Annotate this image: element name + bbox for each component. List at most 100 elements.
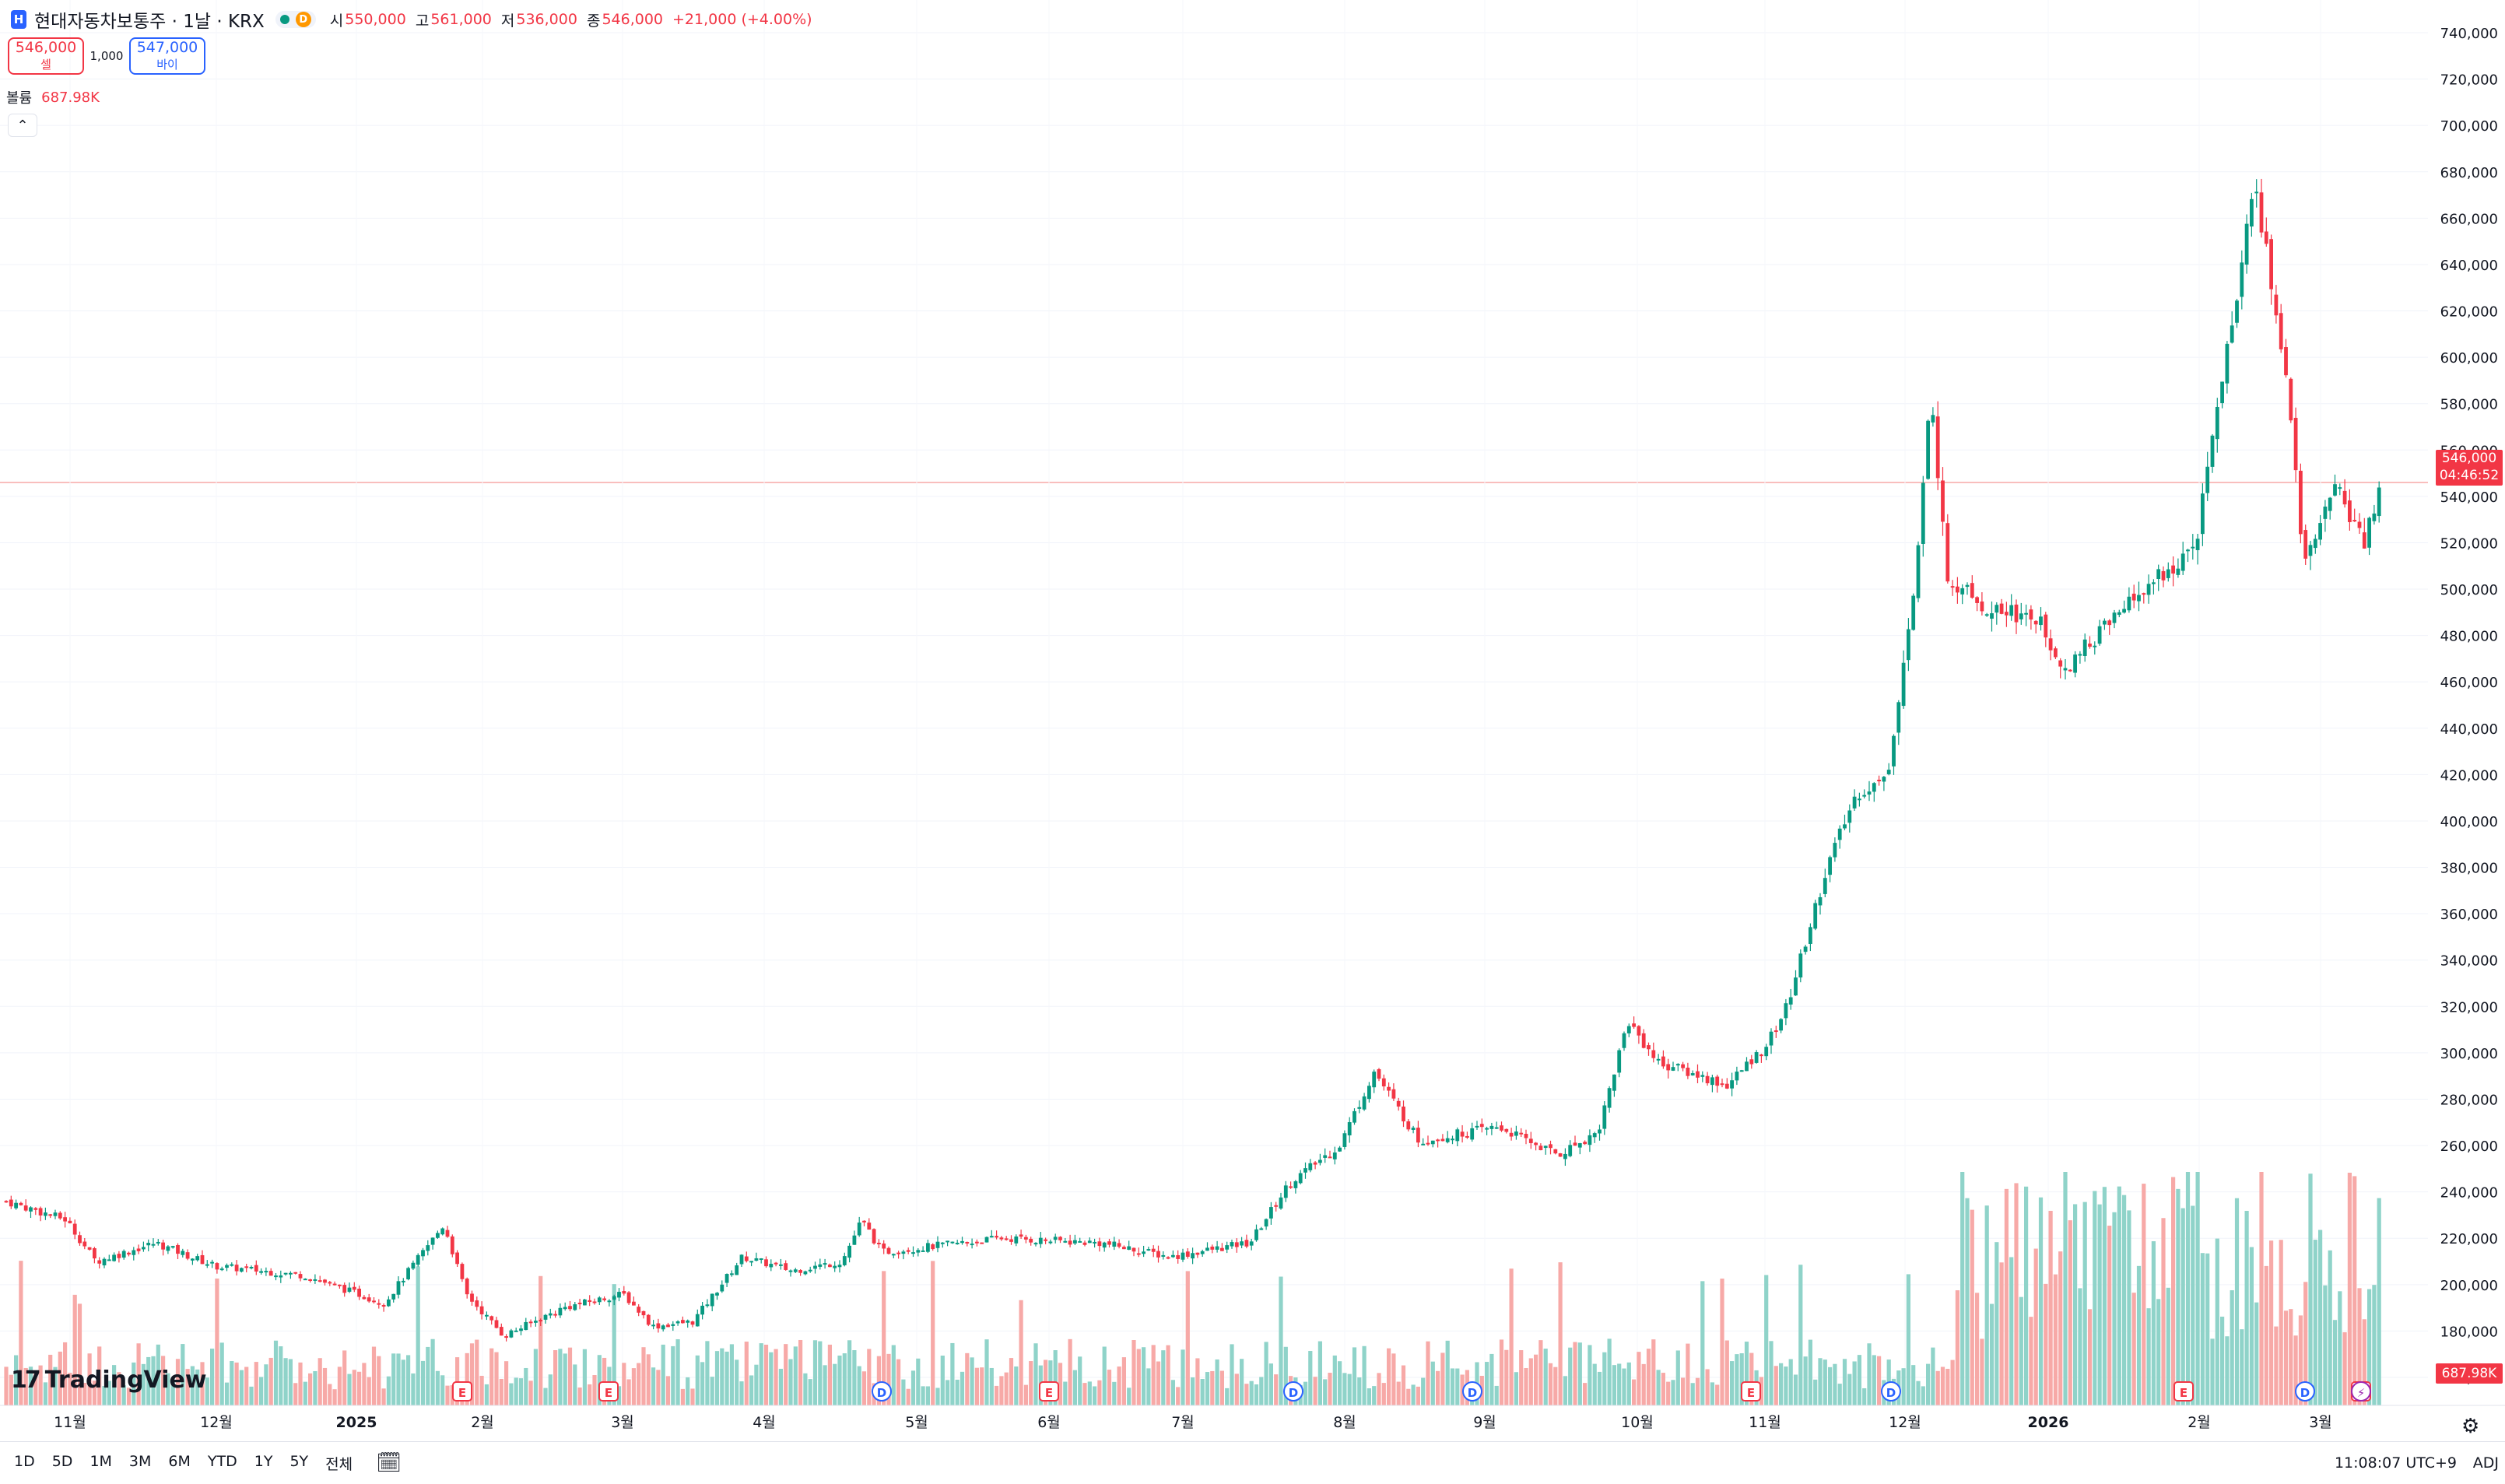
time-tick-label: 12월 xyxy=(1889,1414,1921,1431)
volume-bar xyxy=(1440,1352,1445,1405)
volume-bar xyxy=(2328,1250,2332,1405)
sell-button[interactable]: 546,000 셀 xyxy=(8,37,84,75)
candle-body xyxy=(1381,1078,1386,1087)
earnings-event-icon[interactable]: E xyxy=(598,1381,619,1402)
candle-body xyxy=(156,1241,160,1244)
candlestick-chart[interactable]: EEDEDDEDEDE⚡ 160,000180,000200,000220,00… xyxy=(0,0,2505,1440)
candle-body xyxy=(946,1240,949,1243)
candle-body xyxy=(774,1262,778,1265)
volume-bar xyxy=(2225,1336,2230,1405)
volume-bar xyxy=(1426,1341,1430,1405)
volume-bar xyxy=(475,1339,479,1405)
candle-body xyxy=(1234,1242,1239,1247)
candle-body xyxy=(2342,490,2347,505)
volume-bar xyxy=(808,1379,812,1405)
volume-legend[interactable]: 볼륨 687.98K xyxy=(6,87,100,107)
volume-bar xyxy=(420,1360,426,1405)
candle-body xyxy=(2191,546,2195,549)
flash-event-icon[interactable]: ⚡ xyxy=(2351,1381,2371,1402)
volume-bar xyxy=(2240,1329,2244,1405)
volume-bar xyxy=(1362,1345,1367,1405)
range-all[interactable]: 전체 xyxy=(325,1455,353,1473)
volume-bar xyxy=(342,1350,347,1405)
candle-body xyxy=(485,1314,489,1317)
volume-bar xyxy=(842,1353,847,1405)
goto-date-calendar-icon[interactable]: 🗓 xyxy=(376,1451,402,1475)
volume-bar xyxy=(622,1363,626,1405)
volume-bar xyxy=(244,1366,249,1405)
candle-body xyxy=(2088,644,2092,647)
range-1m[interactable]: 1M xyxy=(89,1452,112,1470)
dividend-event-icon[interactable]: D xyxy=(1283,1381,1303,1402)
candle-body xyxy=(1033,1243,1038,1245)
candle-body xyxy=(2078,654,2082,656)
volume-bar xyxy=(435,1370,440,1405)
candle-body xyxy=(588,1300,592,1303)
earnings-event-icon[interactable]: E xyxy=(452,1381,472,1402)
dividend-event-icon[interactable]: D xyxy=(872,1381,892,1402)
candle-body xyxy=(436,1233,440,1238)
range-1d[interactable]: 1D xyxy=(14,1452,35,1470)
svg-text:D: D xyxy=(2300,1386,2310,1400)
volume-bar xyxy=(1033,1343,1038,1405)
range-3m[interactable]: 3M xyxy=(128,1452,152,1470)
settings-gear-icon[interactable]: ⚙ xyxy=(2461,1415,2480,1438)
candle-body xyxy=(1935,416,1940,479)
volume-bar xyxy=(665,1376,671,1405)
volume-bar xyxy=(465,1352,469,1405)
volume-bar xyxy=(729,1344,734,1405)
price-tick-label: 620,000 xyxy=(2440,304,2498,321)
volume-bar xyxy=(2087,1309,2093,1405)
volume-bar xyxy=(1695,1377,1700,1405)
range-ytd[interactable]: YTD xyxy=(207,1452,237,1470)
range-1y[interactable]: 1Y xyxy=(254,1452,273,1470)
earnings-event-icon[interactable]: E xyxy=(2173,1381,2194,1402)
candle-body xyxy=(1573,1142,1577,1146)
volume-bar xyxy=(1102,1346,1107,1405)
volume-bar xyxy=(2029,1317,2033,1405)
volume-bar xyxy=(1970,1209,1974,1405)
symbol-logo-icon[interactable]: H xyxy=(11,10,26,29)
candle-body xyxy=(372,1300,376,1303)
candle-body xyxy=(808,1269,812,1272)
open-key: 시 xyxy=(329,12,344,30)
candle-body xyxy=(1926,420,1930,479)
adjust-toggle[interactable]: ADJ xyxy=(2472,1454,2499,1472)
market-status-badge[interactable]: D xyxy=(275,11,316,28)
candle-body xyxy=(401,1280,405,1282)
candle-body xyxy=(2039,616,2043,626)
chart-area[interactable]: EEDEDDEDEDE⚡ 160,000180,000200,000220,00… xyxy=(0,0,2505,1440)
collapse-legend-button[interactable]: ⌃ xyxy=(8,114,37,137)
candle-body xyxy=(494,1320,499,1328)
range-5y[interactable]: 5Y xyxy=(289,1452,309,1470)
volume-bar xyxy=(588,1384,592,1405)
symbol-title[interactable]: 현대자동차보통주 · 1날 · KRX xyxy=(34,12,265,32)
volume-bar xyxy=(1916,1381,1921,1405)
dividend-event-icon[interactable]: D xyxy=(1881,1381,1901,1402)
tradingview-logo[interactable]: 17 TradingView xyxy=(11,1366,207,1394)
clock-timezone[interactable]: 11:08:07 UTC+9 xyxy=(2334,1454,2457,1472)
earnings-event-icon[interactable]: E xyxy=(1741,1381,1761,1402)
buy-button[interactable]: 547,000 바이 xyxy=(129,37,205,75)
volume-bar xyxy=(401,1359,405,1405)
range-5d[interactable]: 5D xyxy=(51,1452,73,1470)
volume-bar xyxy=(1872,1355,1876,1405)
earnings-event-icon[interactable]: E xyxy=(1039,1381,1059,1402)
quantity-field[interactable]: 1,000 xyxy=(89,49,124,63)
volume-bar xyxy=(2102,1187,2107,1405)
candle-body xyxy=(906,1250,910,1252)
range-6m[interactable]: 6M xyxy=(168,1452,191,1470)
dividend-event-icon[interactable]: D xyxy=(1462,1381,1482,1402)
candle-body xyxy=(847,1245,851,1258)
candle-body xyxy=(1710,1077,1714,1086)
candle-body xyxy=(686,1320,690,1323)
candle-body xyxy=(2005,612,2009,616)
price-tick-label: 460,000 xyxy=(2440,675,2498,691)
volume-bar xyxy=(724,1351,729,1405)
candle-body xyxy=(2068,669,2072,672)
volume-bar xyxy=(2063,1172,2068,1405)
volume-bar xyxy=(1151,1345,1156,1405)
candle-body xyxy=(931,1244,935,1250)
dividend-event-icon[interactable]: D xyxy=(2295,1381,2315,1402)
volume-bar xyxy=(430,1338,435,1405)
